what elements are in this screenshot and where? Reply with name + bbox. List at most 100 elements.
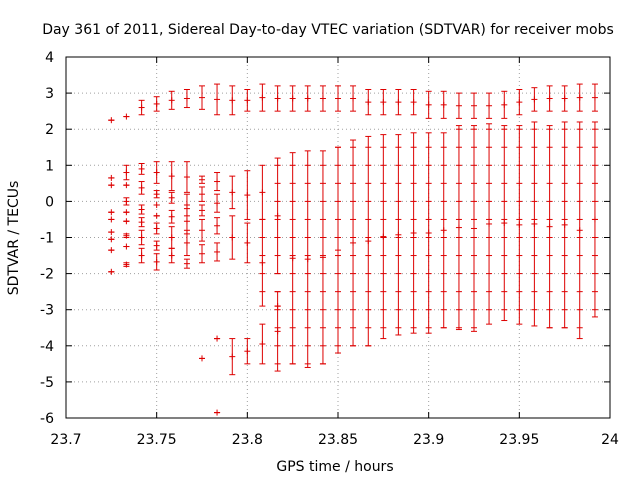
data-series	[108, 83, 598, 416]
error-bar	[486, 123, 493, 325]
error-bar	[108, 182, 115, 189]
x-axis-title: GPS time / hours	[276, 459, 393, 475]
y-tick-label: 3	[45, 86, 54, 102]
error-bar	[229, 215, 236, 260]
error-bar	[455, 125, 462, 331]
error-bar	[214, 217, 221, 235]
error-bar	[214, 172, 221, 192]
error-bar	[214, 335, 221, 342]
error-bar	[123, 243, 130, 250]
error-bar	[108, 268, 115, 275]
error-bar	[199, 244, 205, 264]
error-bar	[244, 222, 251, 264]
error-bar	[244, 338, 251, 365]
error-bar	[214, 242, 221, 262]
error-bar	[123, 209, 130, 216]
error-bar	[591, 83, 598, 112]
error-bar	[244, 170, 251, 220]
error-bar	[153, 253, 160, 271]
error-bar	[561, 85, 568, 112]
error-bar	[576, 121, 583, 340]
error-bar	[153, 212, 160, 219]
error-bar	[425, 132, 432, 334]
error-bar	[138, 162, 145, 175]
error-bar	[168, 161, 175, 192]
error-bar	[425, 90, 432, 119]
error-bar	[153, 202, 160, 209]
error-bar	[440, 132, 447, 329]
error-bar	[395, 88, 402, 116]
error-bar	[138, 204, 145, 215]
error-bar	[365, 135, 372, 347]
error-bar	[168, 226, 175, 249]
error-bar	[108, 174, 115, 181]
error-bar	[168, 191, 175, 204]
y-tick-label: 2	[45, 122, 54, 138]
error-bar	[335, 146, 341, 354]
error-bar	[365, 88, 372, 116]
y-tick-label: -4	[40, 339, 54, 355]
error-bar	[199, 186, 205, 202]
y-tick-label: -2	[40, 267, 54, 283]
error-bar	[259, 218, 266, 307]
error-bar	[123, 164, 130, 181]
error-bar	[319, 150, 326, 365]
error-bar	[380, 88, 387, 116]
error-bar	[259, 83, 266, 112]
x-tick-labels: 23.7 23.75 23.8 23.85 23.9 23.95 24	[50, 432, 619, 448]
error-bar	[123, 182, 130, 189]
error-bar	[561, 121, 568, 329]
error-bar	[153, 222, 160, 235]
error-bar	[108, 229, 115, 236]
error-bar	[214, 409, 221, 416]
error-bar	[350, 85, 357, 112]
error-bar	[380, 134, 387, 340]
error-bar	[274, 157, 281, 275]
error-bar	[516, 88, 523, 116]
error-bar	[108, 247, 115, 254]
error-bar	[199, 218, 205, 242]
error-bar	[289, 152, 296, 365]
error-bar	[471, 125, 477, 332]
y-axis-title: SDTVAR / TECUs	[6, 181, 22, 296]
y-tick-labels: 4 3 2 1 0 -1 -2 -3 -4 -5 -6	[40, 50, 54, 427]
error-bar	[183, 229, 190, 257]
error-bar	[350, 139, 357, 347]
error-bar	[486, 92, 493, 119]
y-tick-label: 0	[45, 194, 54, 210]
x-tick-label: 23.7	[50, 432, 81, 448]
error-bar	[168, 90, 175, 110]
error-bar	[138, 229, 145, 246]
error-bar	[531, 121, 538, 327]
error-bar	[108, 236, 115, 243]
error-bar	[395, 134, 402, 336]
error-bar	[516, 125, 523, 325]
error-bar	[471, 92, 477, 119]
error-bar	[259, 164, 266, 220]
error-bar	[123, 113, 130, 120]
error-bar	[123, 232, 130, 239]
error-bar	[168, 247, 175, 264]
error-bar	[123, 261, 130, 268]
error-bar	[214, 193, 221, 213]
x-tick-label: 23.9	[413, 432, 444, 448]
error-bar	[123, 218, 130, 225]
error-bar	[304, 85, 311, 112]
error-bar	[153, 161, 160, 184]
y-tick-label: -5	[40, 375, 54, 391]
error-bar	[531, 87, 538, 112]
error-bar	[501, 125, 508, 322]
y-tick-label: -1	[40, 231, 54, 247]
error-bar	[501, 90, 508, 119]
error-bar	[183, 258, 190, 269]
x-tick-label: 23.8	[232, 432, 263, 448]
error-bar	[153, 190, 160, 199]
error-bar	[123, 197, 130, 206]
error-bar	[335, 85, 341, 112]
error-bar	[576, 83, 583, 112]
error-bar	[138, 247, 145, 264]
error-bar	[259, 323, 266, 365]
error-bar	[199, 85, 205, 110]
error-bar	[108, 117, 115, 124]
error-bar	[229, 85, 236, 116]
